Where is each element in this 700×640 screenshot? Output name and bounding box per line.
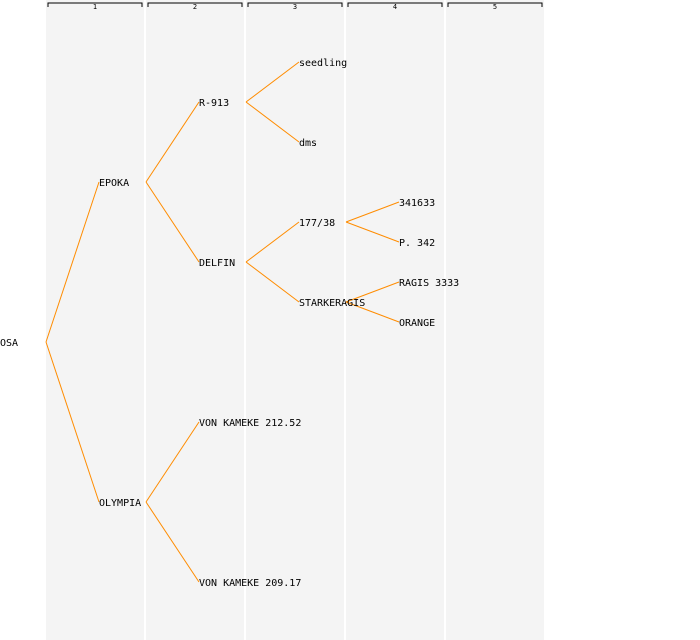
parent-link bbox=[45, 181, 100, 343]
root-variety-label: OSA bbox=[0, 338, 18, 349]
ancestor-label: 341633 bbox=[399, 198, 435, 209]
ancestor-label: OLYMPIA bbox=[99, 498, 141, 509]
parent-link bbox=[145, 501, 200, 583]
ancestor-label: VON KAMEKE 212.52 bbox=[199, 418, 301, 429]
generation-number: 4 bbox=[393, 3, 397, 11]
ancestor-label: EPOKA bbox=[99, 178, 129, 189]
pedigree-nodes: OSA EPOKA R-913 seedling dms DELFIN 177/38 3416… bbox=[0, 58, 459, 589]
generation-column-band bbox=[246, 0, 344, 640]
generation-column-band bbox=[146, 0, 244, 640]
generation-column-band bbox=[446, 0, 544, 640]
generation-columns bbox=[46, 0, 544, 640]
generation-number: 1 bbox=[93, 3, 97, 11]
ancestor-label: 177/38 bbox=[299, 218, 335, 229]
ancestor-label: DELFIN bbox=[199, 258, 235, 269]
ancestor-label: P. 342 bbox=[399, 238, 435, 249]
generation-bracket bbox=[247, 2, 343, 7]
ancestor-label: seedling bbox=[299, 58, 347, 69]
ancestor-label: dms bbox=[299, 138, 317, 149]
ancestor-label: VON KAMEKE 209.17 bbox=[199, 578, 301, 589]
ancestor-label: STARKERAGIS bbox=[299, 298, 365, 309]
parent-link bbox=[345, 281, 400, 303]
ancestor-label: RAGIS 3333 bbox=[399, 278, 459, 289]
generation-number: 3 bbox=[293, 3, 297, 11]
parent-link bbox=[145, 101, 200, 183]
parent-link bbox=[45, 341, 100, 503]
parent-link bbox=[245, 261, 300, 303]
ancestor-label: ORANGE bbox=[399, 318, 435, 329]
generation-header: 1 2 3 4 5 bbox=[47, 2, 543, 11]
parent-link bbox=[145, 181, 200, 263]
generation-column-band bbox=[46, 0, 144, 640]
pedigree-edges bbox=[45, 61, 400, 583]
parent-link bbox=[345, 201, 400, 223]
ancestor-label: R-913 bbox=[199, 98, 229, 109]
generation-number: 5 bbox=[493, 3, 497, 11]
generation-number: 2 bbox=[193, 3, 197, 11]
generation-bracket bbox=[47, 2, 143, 7]
generation-bracket bbox=[347, 2, 443, 7]
parent-link bbox=[245, 101, 300, 143]
generation-bracket bbox=[147, 2, 243, 7]
parent-link bbox=[145, 421, 200, 503]
parent-link bbox=[245, 61, 300, 103]
parent-link bbox=[345, 301, 400, 323]
parent-link bbox=[345, 221, 400, 243]
parent-link bbox=[245, 221, 300, 263]
generation-bracket bbox=[447, 2, 543, 7]
